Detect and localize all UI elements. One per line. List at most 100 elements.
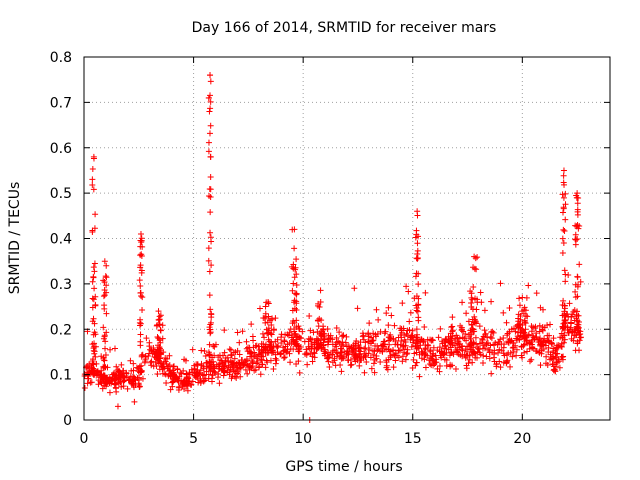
- data-point: [199, 371, 206, 378]
- data-point: [291, 297, 298, 304]
- data-point: [270, 366, 277, 373]
- data-point: [441, 345, 448, 352]
- data-point: [484, 339, 491, 346]
- data-point: [439, 340, 446, 347]
- data-point: [169, 367, 176, 374]
- data-point: [455, 351, 462, 358]
- data-point: [469, 306, 476, 313]
- data-point: [228, 351, 235, 358]
- data-point: [200, 372, 207, 379]
- data-point: [560, 353, 567, 360]
- data-point: [120, 378, 127, 385]
- data-point: [314, 302, 321, 309]
- data-point: [415, 317, 422, 324]
- data-point: [155, 308, 162, 315]
- data-point: [447, 344, 454, 351]
- data-point: [163, 380, 170, 387]
- data-point: [481, 327, 488, 334]
- data-point: [256, 305, 263, 312]
- data-point: [267, 341, 274, 348]
- data-point: [212, 341, 219, 348]
- data-point: [321, 336, 328, 343]
- data-point: [221, 327, 228, 334]
- data-point: [415, 281, 422, 288]
- data-point: [366, 320, 373, 327]
- data-point: [162, 371, 169, 378]
- data-point: [562, 278, 569, 285]
- data-point: [284, 346, 291, 353]
- data-point: [118, 361, 125, 368]
- data-point: [517, 329, 524, 336]
- data-point: [305, 335, 312, 342]
- data-point: [206, 108, 213, 115]
- data-point: [473, 341, 480, 348]
- data-point: [559, 191, 566, 198]
- data-point: [412, 362, 419, 369]
- x-tick-label: 15: [404, 431, 422, 447]
- data-point: [103, 274, 110, 281]
- data-point: [413, 326, 420, 333]
- data-point: [550, 335, 557, 342]
- data-point: [236, 360, 243, 367]
- data-point: [458, 326, 465, 333]
- data-point: [268, 322, 275, 329]
- data-point: [443, 362, 450, 369]
- data-point: [507, 363, 514, 370]
- data-point: [103, 282, 110, 289]
- data-point: [306, 313, 313, 320]
- x-tick-label: 10: [294, 431, 312, 447]
- data-point: [155, 350, 162, 357]
- data-point: [99, 385, 106, 392]
- data-point: [315, 344, 322, 351]
- data-point: [452, 366, 459, 373]
- data-point: [548, 341, 555, 348]
- data-point: [404, 327, 411, 334]
- data-point: [291, 274, 298, 281]
- data-point: [561, 302, 568, 309]
- data-point: [574, 190, 581, 197]
- data-point: [91, 348, 98, 355]
- data-point: [572, 236, 579, 243]
- data-point: [258, 340, 265, 347]
- data-point: [566, 300, 573, 307]
- data-point: [257, 371, 264, 378]
- data-point: [522, 326, 529, 333]
- data-point: [572, 294, 579, 301]
- data-point: [422, 364, 429, 371]
- data-point: [136, 277, 143, 284]
- data-point: [157, 339, 164, 346]
- data-point: [438, 354, 445, 361]
- data-point: [521, 304, 528, 311]
- data-point: [103, 329, 110, 336]
- data-point: [293, 340, 300, 347]
- data-point: [181, 378, 188, 385]
- data-point: [205, 257, 212, 264]
- data-point: [100, 324, 107, 331]
- data-point: [254, 359, 261, 366]
- data-point: [166, 362, 173, 369]
- data-point: [560, 194, 567, 201]
- data-point: [497, 364, 504, 371]
- data-point: [404, 346, 411, 353]
- data-point: [413, 305, 420, 312]
- data-point: [313, 338, 320, 345]
- data-point: [574, 211, 581, 218]
- data-point: [342, 339, 349, 346]
- data-point: [486, 355, 493, 362]
- data-point: [248, 364, 255, 371]
- data-point: [552, 368, 559, 375]
- data-point: [218, 365, 225, 372]
- data-point: [438, 348, 445, 355]
- data-point: [299, 328, 306, 335]
- data-point: [488, 370, 495, 377]
- data-point: [137, 243, 144, 250]
- data-point: [225, 357, 232, 364]
- data-point: [561, 320, 568, 327]
- data-point: [127, 373, 134, 380]
- data-point: [497, 280, 504, 287]
- data-point: [560, 167, 567, 174]
- data-point: [146, 343, 153, 350]
- y-tick-label: 0.5: [50, 186, 72, 202]
- data-point: [90, 264, 97, 271]
- data-point: [559, 312, 566, 319]
